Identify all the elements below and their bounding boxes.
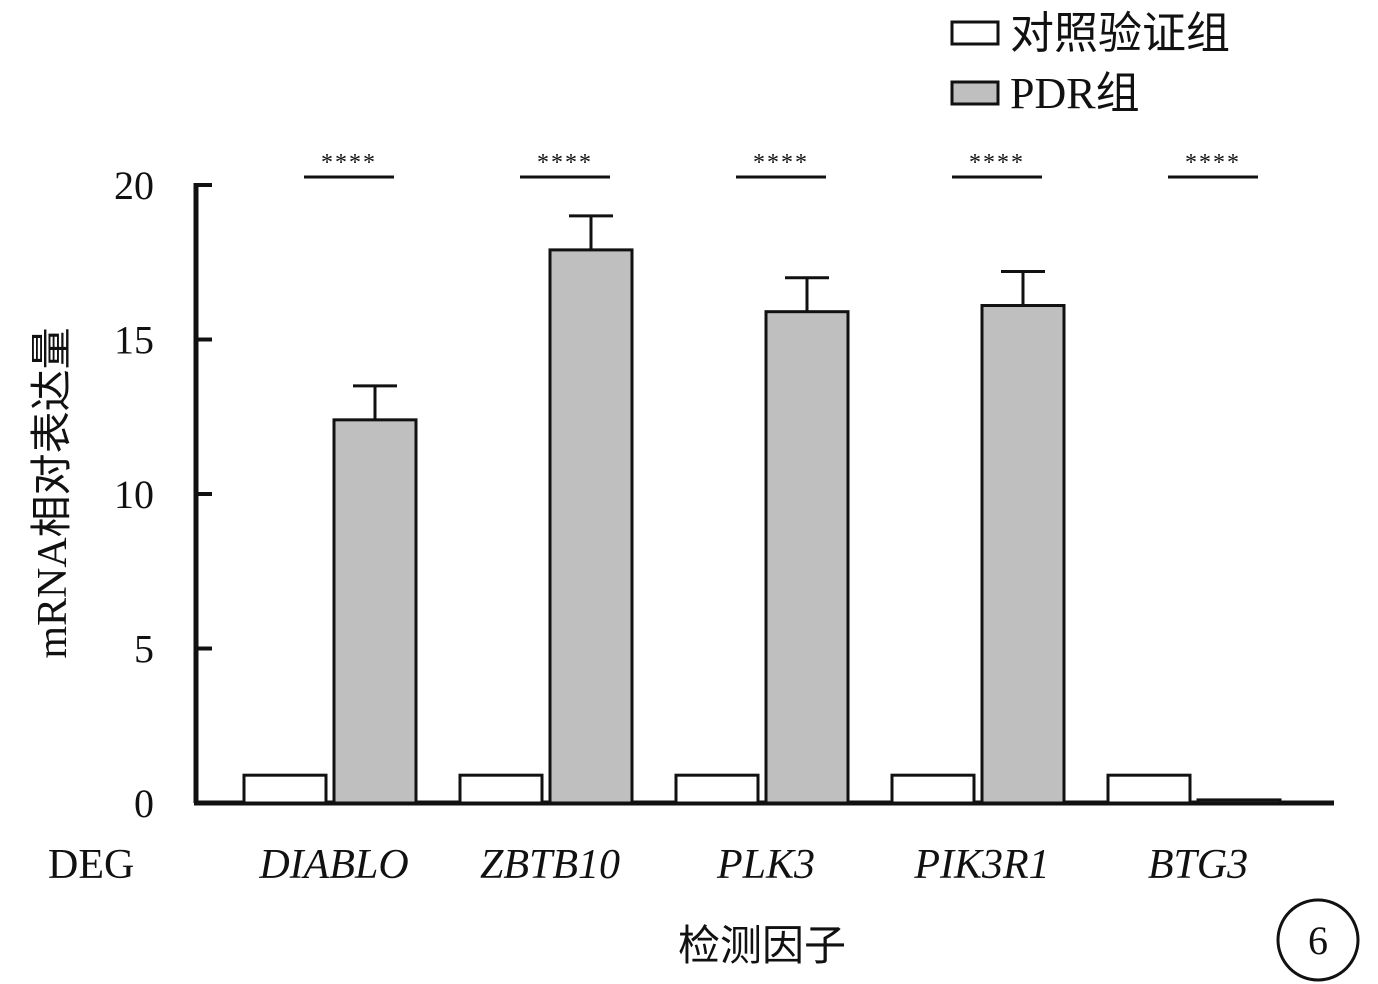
legend-label-pdr: PDR组 — [1010, 69, 1140, 118]
significance-label: **** — [969, 150, 1025, 176]
significance-label: **** — [1185, 150, 1241, 176]
category-label: PIK3R1 — [913, 842, 1049, 888]
category-row-label: DEG — [48, 842, 134, 888]
category-label: PLK3 — [716, 842, 815, 888]
legend: 对照验证组 PDR组 — [950, 9, 1230, 118]
legend-swatch-pdr — [950, 80, 1000, 106]
bar-control — [1106, 773, 1192, 805]
significance-markers: **** **** **** **** **** — [304, 150, 1258, 179]
panel-label: 6 — [1276, 898, 1360, 982]
y-tick-label: 10 — [114, 472, 154, 517]
category-label: DIABLO — [258, 842, 408, 888]
category-label: ZBTB10 — [480, 842, 620, 888]
bar-control — [458, 773, 544, 805]
y-tick-label: 15 — [114, 318, 154, 363]
significance-label: **** — [753, 150, 809, 176]
bar-pdr — [1196, 798, 1282, 805]
bars — [242, 248, 1282, 805]
bar-pdr — [980, 304, 1066, 805]
bar-control — [674, 773, 760, 805]
panel-label-circle — [1276, 898, 1360, 982]
y-tick-label: 20 — [114, 163, 154, 208]
x-axis-label: 检测因子 — [678, 923, 846, 970]
y-tick-label: 5 — [134, 627, 154, 672]
y-tick-label: 0 — [134, 781, 154, 826]
legend-label-control: 对照验证组 — [1010, 9, 1230, 58]
panel-label-text: 6 — [1308, 918, 1328, 963]
bar-pdr — [548, 248, 634, 805]
bar-pdr — [764, 310, 850, 805]
bar-control — [242, 773, 328, 805]
significance-label: **** — [321, 150, 377, 176]
y-axis-ticks: 0 5 10 15 20 — [114, 163, 212, 826]
legend-swatch-control — [950, 20, 1000, 46]
bar-pdr — [332, 418, 418, 805]
bar-control — [890, 773, 976, 805]
category-labels: DIABLO ZBTB10 PLK3 PIK3R1 BTG3 — [258, 842, 1248, 888]
significance-label: **** — [537, 150, 593, 176]
y-axis-label: mRNA相对表达量 — [30, 327, 76, 658]
category-label: BTG3 — [1148, 842, 1248, 888]
error-bars — [353, 214, 1045, 420]
